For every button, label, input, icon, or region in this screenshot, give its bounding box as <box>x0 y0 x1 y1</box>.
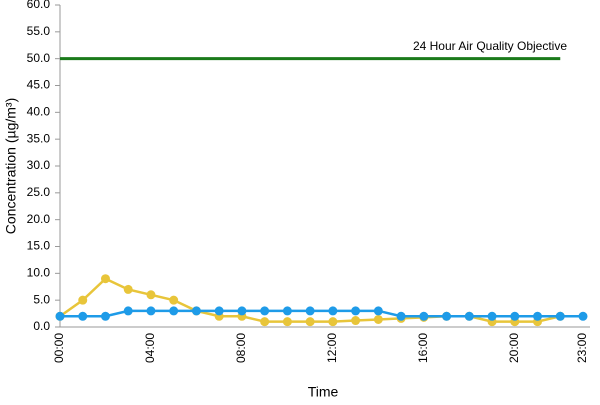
point <box>214 306 224 316</box>
y-tick-label: 35.0 <box>27 131 51 145</box>
y-tick-label: 45.0 <box>27 78 51 92</box>
point <box>305 317 315 327</box>
point <box>237 306 247 316</box>
point <box>260 306 270 316</box>
point <box>123 284 133 294</box>
y-tick-label: 50.0 <box>27 51 51 65</box>
point <box>305 306 315 316</box>
point <box>373 314 383 324</box>
y-tick-label: 30.0 <box>27 158 51 172</box>
point <box>487 311 497 321</box>
y-tick-label: 55.0 <box>27 24 51 38</box>
annotation: 24 Hour Air Quality Objective <box>413 39 567 53</box>
y-tick-label: 60.0 <box>27 0 51 11</box>
point <box>123 306 133 316</box>
point <box>555 311 565 321</box>
point <box>100 274 110 284</box>
point <box>533 311 543 321</box>
y-axis-title: Concentration (µg/m³) <box>3 98 19 234</box>
x-tick-label: 16:00 <box>416 333 430 363</box>
point <box>510 311 520 321</box>
series-line <box>60 309 583 318</box>
point <box>100 311 110 321</box>
y-tick-label: 10.0 <box>27 266 51 280</box>
point <box>578 311 588 321</box>
y-tick-label: 0.0 <box>33 319 50 333</box>
x-tick-label: 12:00 <box>325 333 339 363</box>
x-tick-label: 20:00 <box>507 333 521 363</box>
x-axis-title: Time <box>308 384 339 400</box>
point <box>78 311 88 321</box>
point <box>55 311 65 321</box>
point <box>396 311 406 321</box>
point <box>419 311 429 321</box>
point <box>169 306 179 316</box>
point <box>282 317 292 327</box>
point <box>351 316 361 326</box>
y-tick-label: 15.0 <box>27 239 51 253</box>
point <box>169 295 179 305</box>
x-tick-label: 04:00 <box>143 333 157 363</box>
y-tick-label: 5.0 <box>33 292 50 306</box>
y-tick-label: 20.0 <box>27 212 51 226</box>
x-tick-label: 08:00 <box>234 333 248 363</box>
point <box>146 290 156 300</box>
point <box>260 317 270 327</box>
x-tick-label: 00:00 <box>52 333 66 363</box>
point <box>78 295 88 305</box>
point <box>442 311 452 321</box>
x-tick-label: 23:00 <box>575 333 589 363</box>
point <box>373 306 383 316</box>
point <box>351 306 361 316</box>
y-tick-label: 25.0 <box>27 185 51 199</box>
point <box>328 306 338 316</box>
point <box>328 317 338 327</box>
point <box>464 311 474 321</box>
point <box>146 306 156 316</box>
point <box>282 306 292 316</box>
point <box>191 306 201 316</box>
y-tick-label: 40.0 <box>27 105 51 119</box>
